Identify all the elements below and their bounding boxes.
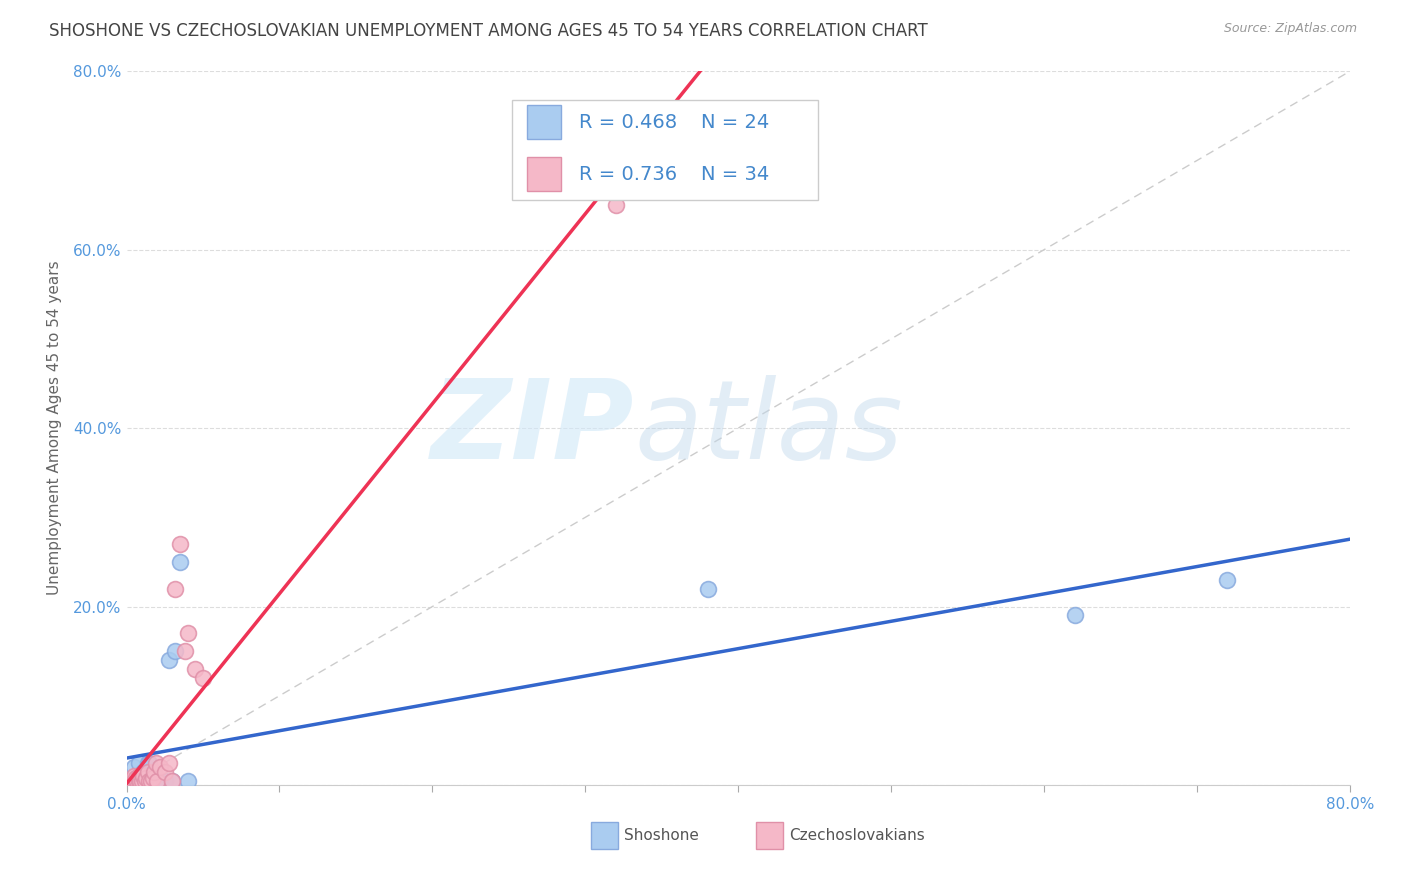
Point: [127, 773, 149, 788]
Point: [162, 773, 184, 788]
Point: [153, 773, 176, 788]
Point: [169, 555, 191, 569]
Point: [134, 773, 156, 788]
Point: [1063, 608, 1085, 623]
Point: [149, 760, 172, 774]
Point: [122, 760, 145, 774]
Point: [118, 773, 141, 788]
Point: [1216, 573, 1239, 587]
Text: R = 0.468: R = 0.468: [579, 112, 678, 131]
Point: [131, 773, 153, 788]
Point: [146, 773, 169, 788]
Point: [165, 644, 187, 658]
Point: [138, 773, 160, 788]
FancyBboxPatch shape: [512, 100, 818, 200]
Point: [129, 773, 152, 788]
Text: SHOSHONE VS CZECHOSLOVAKIAN UNEMPLOYMENT AMONG AGES 45 TO 54 YEARS CORRELATION C: SHOSHONE VS CZECHOSLOVAKIAN UNEMPLOYMENT…: [49, 22, 928, 40]
Point: [135, 771, 157, 785]
Point: [177, 626, 200, 640]
Point: [696, 582, 718, 596]
Point: [122, 769, 145, 783]
Point: [136, 756, 159, 770]
FancyBboxPatch shape: [526, 157, 561, 191]
Point: [162, 773, 184, 788]
Point: [117, 773, 139, 788]
Point: [125, 771, 148, 785]
Point: [605, 198, 627, 212]
Point: [184, 662, 207, 676]
Text: N = 24: N = 24: [702, 112, 769, 131]
Point: [129, 773, 152, 788]
Point: [143, 764, 166, 779]
Point: [136, 764, 159, 779]
Point: [157, 756, 180, 770]
Point: [141, 771, 163, 785]
Text: atlas: atlas: [634, 375, 903, 482]
Point: [128, 773, 150, 788]
FancyBboxPatch shape: [756, 822, 783, 849]
FancyBboxPatch shape: [592, 822, 619, 849]
Point: [125, 773, 148, 788]
Point: [134, 773, 156, 788]
Text: R = 0.736: R = 0.736: [579, 165, 678, 184]
Point: [177, 773, 200, 788]
Point: [169, 537, 191, 551]
Text: ZIP: ZIP: [430, 375, 634, 482]
Text: N = 34: N = 34: [702, 165, 769, 184]
Point: [157, 653, 180, 667]
Point: [146, 773, 169, 788]
Text: Shoshone: Shoshone: [624, 828, 699, 843]
Point: [121, 773, 143, 788]
Point: [143, 773, 166, 788]
Point: [120, 773, 142, 788]
Text: Czechoslovakians: Czechoslovakians: [790, 828, 925, 843]
Point: [149, 773, 172, 788]
Point: [122, 773, 145, 788]
Point: [127, 773, 149, 788]
Point: [173, 644, 195, 658]
Point: [132, 769, 155, 783]
Point: [131, 773, 153, 788]
Point: [191, 671, 214, 685]
Point: [139, 773, 162, 788]
Point: [165, 582, 187, 596]
Text: Source: ZipAtlas.com: Source: ZipAtlas.com: [1223, 22, 1357, 36]
FancyBboxPatch shape: [526, 105, 561, 139]
Point: [145, 756, 167, 770]
Point: [128, 756, 150, 770]
Point: [132, 764, 155, 779]
Point: [120, 773, 142, 788]
Point: [135, 773, 157, 788]
Y-axis label: Unemployment Among Ages 45 to 54 years: Unemployment Among Ages 45 to 54 years: [46, 260, 62, 596]
Point: [138, 756, 160, 770]
Point: [128, 769, 150, 783]
Point: [153, 764, 176, 779]
Point: [139, 764, 162, 779]
